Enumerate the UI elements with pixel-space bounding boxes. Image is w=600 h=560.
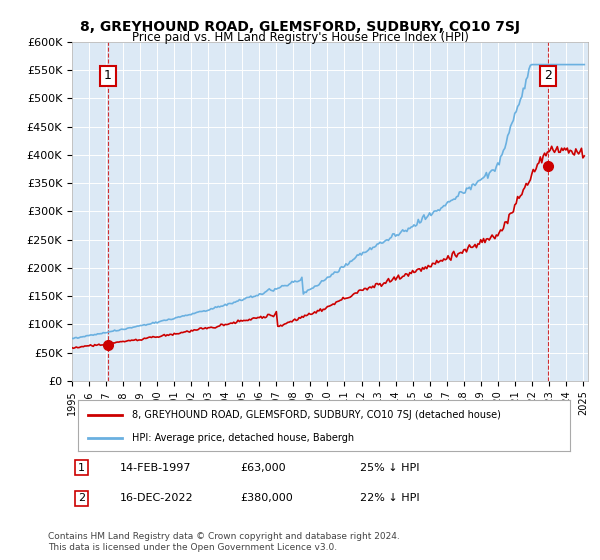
Text: 25% ↓ HPI: 25% ↓ HPI bbox=[360, 463, 419, 473]
Text: HPI: Average price, detached house, Babergh: HPI: Average price, detached house, Babe… bbox=[132, 433, 354, 443]
Text: Price paid vs. HM Land Registry's House Price Index (HPI): Price paid vs. HM Land Registry's House … bbox=[131, 31, 469, 44]
Text: 14-FEB-1997: 14-FEB-1997 bbox=[120, 463, 191, 473]
Text: £380,000: £380,000 bbox=[240, 493, 293, 503]
Text: 2: 2 bbox=[544, 69, 552, 82]
Text: 22% ↓ HPI: 22% ↓ HPI bbox=[360, 493, 419, 503]
Text: 1: 1 bbox=[78, 463, 85, 473]
Text: Contains HM Land Registry data © Crown copyright and database right 2024.
This d: Contains HM Land Registry data © Crown c… bbox=[48, 532, 400, 552]
Text: 2: 2 bbox=[78, 493, 85, 503]
Text: 8, GREYHOUND ROAD, GLEMSFORD, SUDBURY, CO10 7SJ (detached house): 8, GREYHOUND ROAD, GLEMSFORD, SUDBURY, C… bbox=[132, 409, 501, 419]
Text: 16-DEC-2022: 16-DEC-2022 bbox=[120, 493, 194, 503]
Text: 8, GREYHOUND ROAD, GLEMSFORD, SUDBURY, CO10 7SJ: 8, GREYHOUND ROAD, GLEMSFORD, SUDBURY, C… bbox=[80, 20, 520, 34]
Text: 1: 1 bbox=[104, 69, 112, 82]
Text: £63,000: £63,000 bbox=[240, 463, 286, 473]
